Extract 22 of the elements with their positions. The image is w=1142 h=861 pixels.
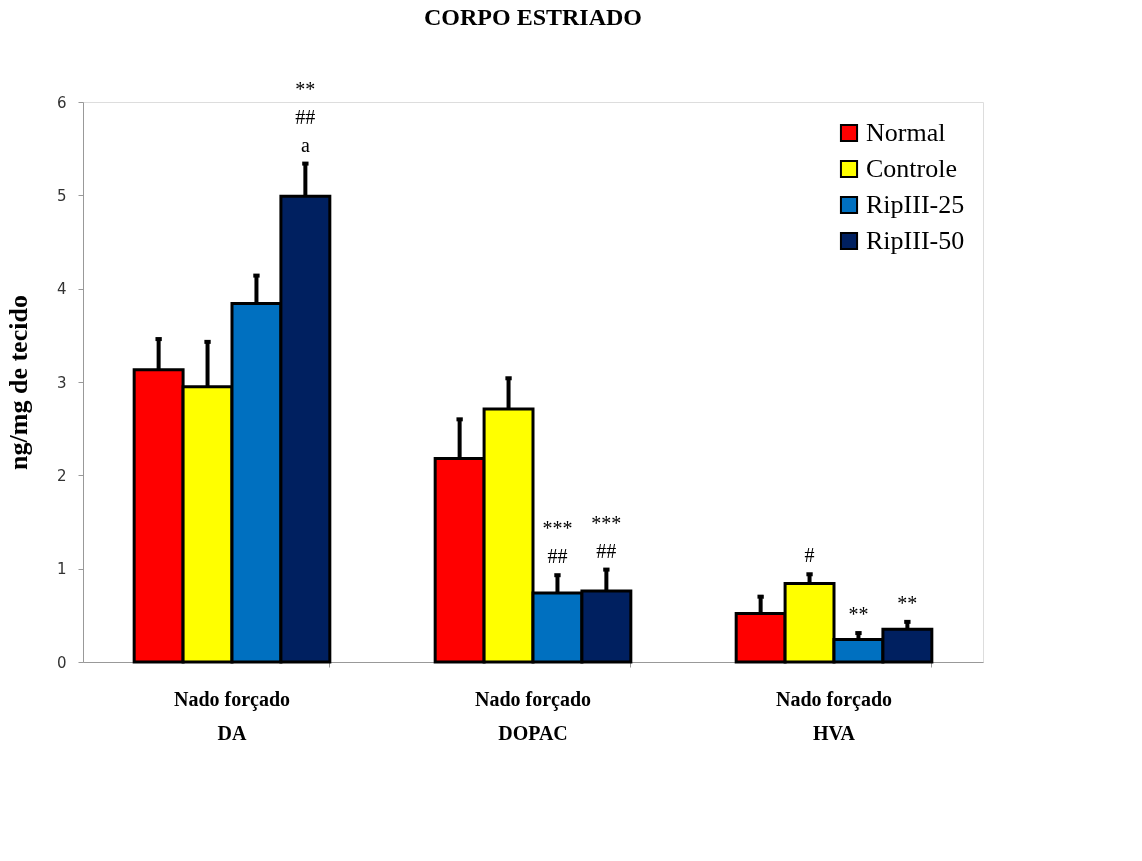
y-tick-label: 3 xyxy=(56,373,67,392)
y-tick-label: 0 xyxy=(56,653,67,672)
legend-label: Controle xyxy=(866,154,957,183)
legend-label: Normal xyxy=(866,118,946,147)
y-tick-label: 2 xyxy=(56,466,67,485)
legend-label: RipIII-25 xyxy=(866,190,965,219)
chart-title: CORPO ESTRIADO xyxy=(423,3,643,30)
x-tick-label: Nado forçado HVA xyxy=(775,687,893,744)
y-tick-label: 5 xyxy=(56,186,67,205)
x-tick-label: Nado forçado DA xyxy=(173,687,291,744)
data-label: *** ## xyxy=(591,511,622,562)
data-label: ** xyxy=(848,603,869,626)
data-label: ** ## a xyxy=(295,77,316,156)
data-label: *** ## xyxy=(542,517,573,568)
data-label: # xyxy=(804,544,815,567)
y-tick-label: 4 xyxy=(56,280,67,299)
x-tick-label: Nado forçado DOPAC xyxy=(474,687,592,744)
y-tick-label: 6 xyxy=(56,93,67,112)
y-tick-label: 1 xyxy=(56,560,67,579)
data-label: ** xyxy=(897,591,918,614)
legend-label: RipIII-50 xyxy=(866,226,965,255)
y-axis-title: ng/mg de tecido xyxy=(3,295,33,470)
